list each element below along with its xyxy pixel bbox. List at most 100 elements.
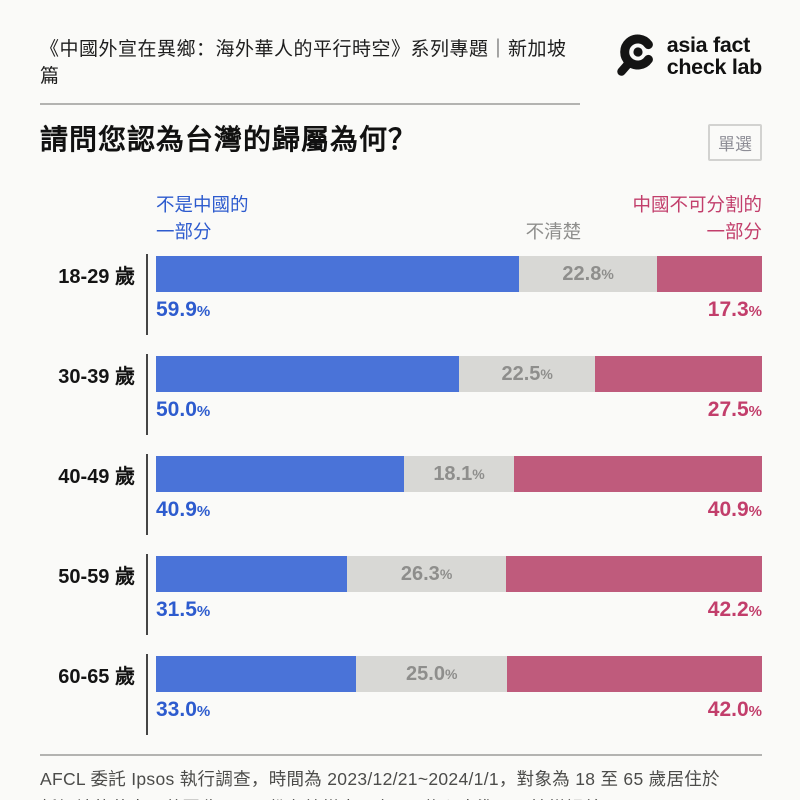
- bar-segment-gray: 26.3%: [346, 556, 507, 592]
- inside-segment-value: 25.0%: [356, 656, 508, 692]
- logo: asia fact check lab: [610, 30, 762, 80]
- stacked-bar: 22.8%: [156, 256, 763, 292]
- bar-segment-blue: [156, 656, 356, 692]
- bar-segment-blue: [156, 356, 459, 392]
- percent-sign: %: [196, 403, 211, 420]
- inside-segment-value: 22.8%: [519, 256, 657, 292]
- bar-segment-pink: [507, 656, 762, 692]
- footer-divider: [40, 754, 762, 756]
- below-bar-values: 31.5% 42.2%: [156, 597, 762, 625]
- bar-block: 22.5% 50.0% 27.5%: [146, 354, 762, 435]
- legend-label-line: 一部分: [156, 221, 212, 242]
- below-bar-values: 59.9% 17.3%: [156, 297, 762, 325]
- chart-row: 40-49 歲 18.1% 40.9% 40.9%: [40, 454, 763, 535]
- age-group-label: 40-49 歲: [58, 466, 135, 488]
- logo-text-line2: check lab: [666, 55, 763, 79]
- chart-row: 50-59 歲 26.3% 31.5% 42.2%: [40, 554, 762, 635]
- stacked-bar: 22.5%: [156, 356, 762, 392]
- right-segment-value: 40.9%: [708, 497, 762, 525]
- percent-sign: %: [601, 266, 614, 282]
- bar-segment-pink: [657, 256, 763, 292]
- value-number: 17.3: [707, 298, 749, 321]
- right-segment-value: 27.5%: [708, 397, 762, 425]
- legend-not-part-of-china: 不是中國的 一部分: [156, 191, 249, 245]
- legend-unclear: 不清楚: [526, 218, 582, 245]
- single-choice-badge: 單選: [708, 124, 762, 161]
- value-number: 33.0: [156, 698, 197, 721]
- question-title: 請問您認為台灣的歸屬為何？: [40, 124, 418, 155]
- right-segment-value: 17.3%: [708, 297, 762, 325]
- footer: AFCL 委託 Ipsos 執行調查，時間為 2023/12/21~2024/1…: [40, 754, 762, 800]
- inside-segment-value: 26.3%: [347, 556, 506, 592]
- header-left: 《中國外宣在異鄉：海外華人的平行時空》系列專題｜新加坡篇: [40, 30, 580, 105]
- magnifier-logo-icon: [616, 34, 653, 76]
- percent-sign: %: [196, 703, 211, 720]
- value-number: 50.0: [156, 398, 197, 421]
- percent-sign: %: [748, 503, 762, 520]
- value-number: 40.9: [156, 498, 197, 521]
- chart-row: 18-29 歲 22.8% 59.9% 17.3%: [40, 254, 763, 335]
- bar-block: 22.8% 59.9% 17.3%: [146, 254, 763, 335]
- bar-block: 25.0% 33.0% 42.0%: [146, 654, 762, 735]
- stacked-bar: 26.3%: [156, 556, 762, 592]
- legend: 不是中國的一部分 不清楚 中國不可分割的一部分: [156, 191, 762, 245]
- bar-segment-gray: 25.0%: [355, 656, 508, 692]
- age-group-label: 60-65 歲: [58, 666, 135, 688]
- footer-note-line2: 新加坡的華人，共回收 1000 份有效樣本，在 95 信心水準下，抽樣誤差 ±3…: [40, 794, 762, 800]
- legend-label-line: 不清楚: [525, 221, 582, 242]
- value-number: 22.8: [562, 262, 602, 285]
- value-number: 59.9: [156, 298, 197, 321]
- percent-sign: %: [196, 303, 211, 320]
- left-segment-value: 59.9%: [156, 297, 210, 325]
- chart-rows: 18-29 歲 22.8% 59.9% 17.3% 30-39 歲 22.5% 50.0% 2…: [40, 254, 763, 735]
- below-bar-values: 50.0% 27.5%: [156, 397, 762, 425]
- legend-label-line: 中國不可分割的: [632, 194, 762, 215]
- value-number: 42.0: [707, 698, 749, 721]
- percent-sign: %: [444, 666, 458, 682]
- below-bar-values: 33.0% 42.0%: [156, 697, 762, 725]
- legend-inseparable-part: 中國不可分割的一部分: [632, 191, 762, 245]
- bar-block: 26.3% 31.5% 42.2%: [146, 554, 762, 635]
- percent-sign: %: [748, 303, 762, 320]
- percent-sign: %: [439, 566, 453, 582]
- legend-label-line: 不是中國的: [156, 194, 249, 215]
- percent-sign: %: [748, 603, 762, 620]
- age-group-label: 50-59 歲: [58, 566, 135, 588]
- bar-segment-pink: [506, 556, 762, 592]
- percent-sign: %: [748, 703, 762, 720]
- chart-row: 30-39 歲 22.5% 50.0% 27.5%: [40, 354, 762, 435]
- percent-sign: %: [748, 403, 762, 420]
- stacked-bar: 18.1%: [156, 456, 763, 492]
- bar-segment-pink: [595, 356, 762, 392]
- percent-sign: %: [472, 466, 485, 482]
- below-bar-values: 40.9% 40.9%: [156, 497, 762, 525]
- left-segment-value: 40.9%: [156, 497, 210, 525]
- stacked-bar: 25.0%: [156, 656, 762, 692]
- legend-label-line: 一部分: [706, 221, 762, 242]
- left-segment-value: 33.0%: [156, 697, 210, 725]
- right-segment-value: 42.2%: [708, 597, 762, 625]
- value-number: 40.9: [707, 498, 749, 521]
- left-segment-value: 31.5%: [156, 597, 210, 625]
- percent-sign: %: [540, 366, 553, 382]
- bar-segment-gray: 22.8%: [519, 256, 658, 292]
- left-segment-value: 50.0%: [156, 397, 210, 425]
- inside-segment-value: 18.1%: [404, 456, 514, 492]
- bar-segment-blue: [156, 256, 519, 292]
- right-segment-value: 42.0%: [708, 697, 762, 725]
- bar-segment-gray: 22.5%: [459, 356, 596, 392]
- value-number: 22.5: [501, 362, 541, 385]
- value-number: 25.0: [406, 662, 445, 685]
- percent-sign: %: [196, 503, 211, 520]
- percent-sign: %: [196, 603, 211, 620]
- inside-segment-value: 22.5%: [459, 356, 595, 392]
- logo-text-line1: asia fact: [666, 33, 751, 57]
- bar-block: 18.1% 40.9% 40.9%: [146, 454, 763, 535]
- age-group-label: 18-29 歲: [58, 266, 135, 288]
- logo-text: asia fact check lab: [666, 30, 763, 79]
- bar-segment-blue: [156, 556, 347, 592]
- value-number: 18.1: [433, 462, 473, 485]
- value-number: 42.2: [707, 598, 749, 621]
- bar-segment-pink: [513, 456, 763, 492]
- age-group-label: 30-39 歲: [58, 366, 135, 388]
